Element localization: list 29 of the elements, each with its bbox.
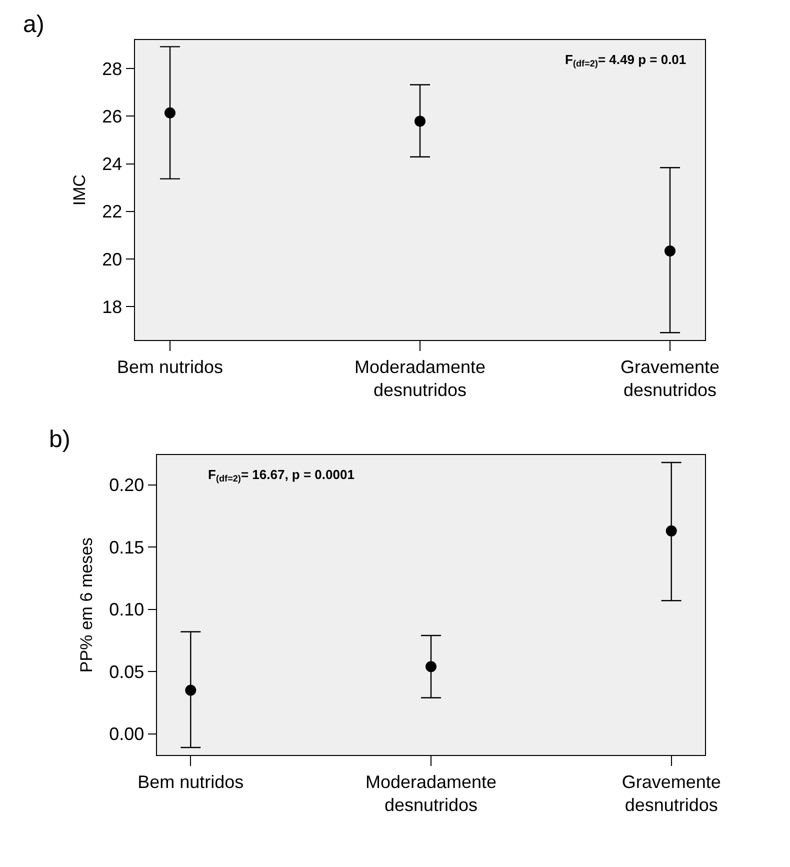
- y-tick-label: 28: [102, 58, 122, 79]
- y-tick-label: 0.15: [109, 537, 144, 558]
- chart-title: a): [23, 11, 44, 38]
- point: [164, 107, 176, 118]
- y-tick-label: 20: [102, 249, 122, 270]
- y-tick-label: 24: [102, 154, 122, 174]
- y-tick-label: 22: [102, 202, 122, 222]
- chart-title: b): [49, 426, 70, 453]
- point: [426, 661, 436, 672]
- x-tick-label: Gravemente desnutridos: [622, 772, 721, 816]
- point: [414, 116, 426, 127]
- y-tick-label: 0.10: [109, 600, 144, 620]
- point: [185, 684, 196, 696]
- x-tick-label: Gravemente desnutridos: [620, 356, 720, 400]
- y-axis-title: PP% em 6 meses: [76, 537, 96, 673]
- y-tick-label: 18: [102, 296, 122, 317]
- y-axis-title: IMC: [70, 174, 89, 206]
- x-tick-label: Moderadamente desnutridos: [354, 356, 486, 400]
- point: [664, 245, 676, 256]
- y-tick-label: 0.05: [109, 662, 144, 682]
- x-tick-label: Bem nutridos: [138, 772, 244, 792]
- point: [666, 525, 677, 536]
- y-tick-label: 26: [102, 106, 122, 126]
- y-tick-label: 0.20: [109, 475, 144, 496]
- x-tick-label: Moderadamente desnutridos: [365, 772, 497, 816]
- x-tick-label: Bem nutridos: [116, 356, 224, 377]
- y-tick-label: 0.00: [109, 724, 144, 744]
- annotation: F$_{(df=2)}$= 4.49 p = 0.01: [565, 52, 686, 69]
- annotation: F$_{(df=2)}$= 16.67, p = 0.0001: [208, 467, 354, 484]
